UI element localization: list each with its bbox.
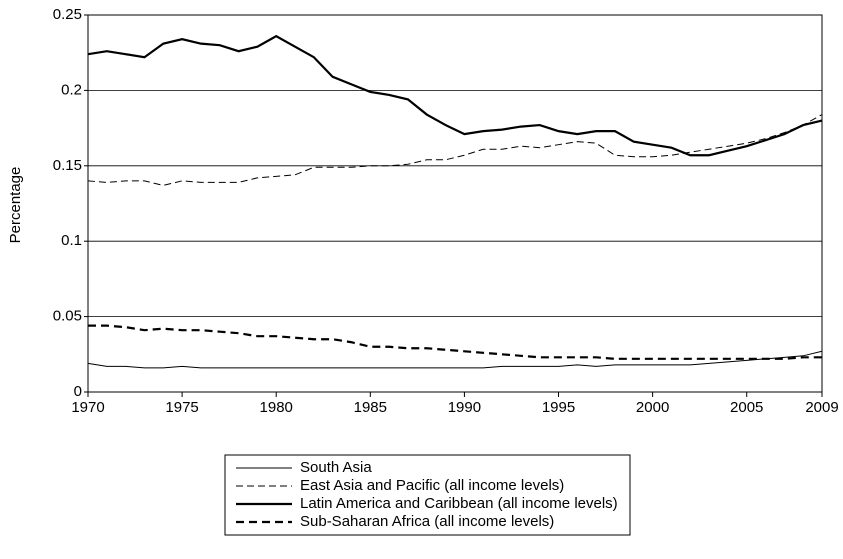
legend-label: East Asia and Pacific (all income levels…	[300, 477, 564, 494]
x-tick-label: 1975	[165, 399, 198, 416]
series-line	[88, 324, 822, 360]
y-tick-label: 0.05	[53, 308, 82, 325]
series-line	[87, 34, 823, 157]
legend-label: Sub-Saharan Africa (all income levels)	[300, 513, 554, 530]
legend-label: South Asia	[300, 459, 372, 476]
x-tick-label: 1995	[542, 399, 575, 416]
x-tick-label: 1970	[71, 399, 104, 416]
plot-frame	[87, 14, 823, 393]
x-tick-label: 1990	[448, 399, 481, 416]
y-tick-label: 0	[74, 383, 82, 400]
x-tick-label: 1980	[260, 399, 293, 416]
x-tick-label: 2000	[636, 399, 669, 416]
series-line	[87, 350, 823, 369]
legend-label: Latin America and Caribbean (all income …	[300, 495, 618, 512]
series-line	[87, 114, 823, 186]
y-tick-label: 0.25	[53, 6, 82, 23]
y-tick-label: 0.1	[61, 232, 82, 249]
y-tick-label: 0.2	[61, 81, 82, 98]
y-axis-label: Percentage	[7, 167, 24, 244]
x-tick-label: 1985	[354, 399, 387, 416]
x-tick-label: 2009	[805, 399, 838, 416]
x-tick-label: 2005	[730, 399, 763, 416]
legend-box	[224, 454, 631, 536]
y-tick-label: 0.15	[53, 157, 82, 174]
